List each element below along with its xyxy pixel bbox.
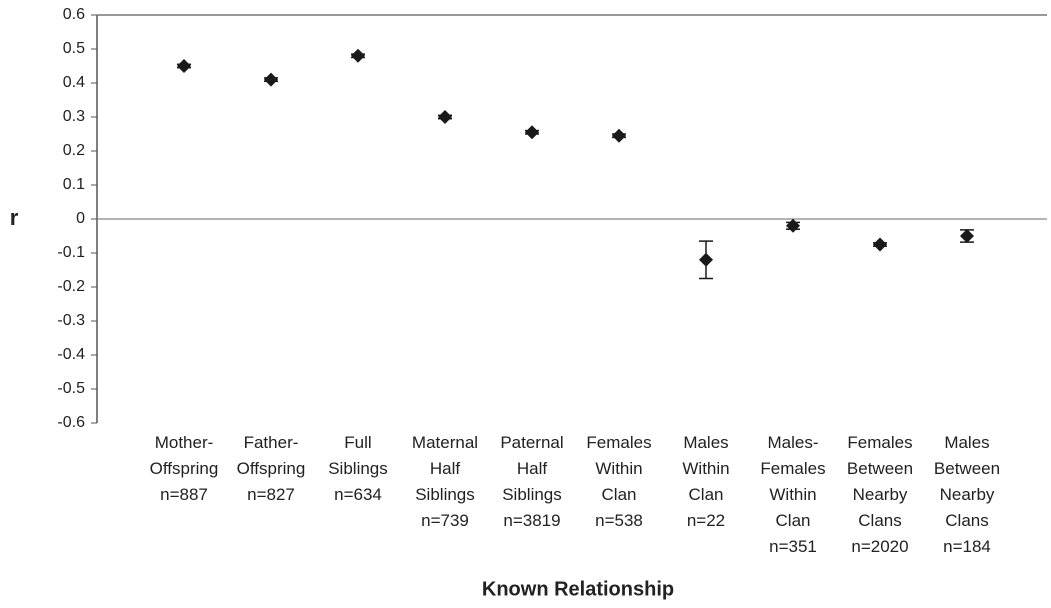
x-tick-label: Males Between Nearby Clans n=184 [933, 433, 1001, 556]
error-point [786, 218, 800, 233]
y-tick-label: 0 [76, 210, 85, 227]
y-tick-label: -0.5 [57, 380, 85, 397]
point [699, 252, 713, 267]
point [960, 229, 974, 243]
error-point [612, 128, 626, 143]
x-tick-label: Males Within Clan n=22 [682, 433, 730, 530]
y-tick-label: 0.2 [63, 142, 85, 159]
x-axis-label: Known Relationship [482, 578, 674, 600]
y-tick-label: 0.1 [63, 176, 85, 193]
y-tick-label: 0.4 [63, 74, 85, 91]
point [177, 59, 191, 73]
y-tick-label: 0.3 [63, 108, 85, 125]
x-tick-label: Males- Females Within Clan n=351 [760, 433, 826, 556]
x-tick-label: Females Between Nearby Clans n=2020 [846, 433, 914, 556]
error-point [873, 237, 887, 252]
x-tick-label: Paternal Half Siblings n=3819 [500, 433, 564, 530]
y-tick-label: 0.5 [63, 40, 85, 57]
error-point [264, 72, 278, 87]
error-point [177, 59, 191, 73]
error-point [960, 229, 974, 243]
x-tick-label: Mother- Offspring n=887 [149, 433, 219, 504]
error-point [699, 240, 713, 280]
y-tick-label: 0.6 [63, 6, 85, 23]
y-tick-label: -0.6 [57, 414, 85, 431]
point [525, 125, 539, 140]
point [438, 110, 452, 124]
point [786, 218, 800, 233]
error-point [525, 125, 539, 140]
y-tick-label: -0.4 [57, 346, 85, 363]
x-tick-label: Full Siblings n=634 [328, 433, 388, 504]
error-point [438, 110, 452, 124]
y-axis-label: r [10, 205, 19, 230]
y-tick-label: -0.2 [57, 278, 85, 295]
y-tick-label: -0.3 [57, 312, 85, 329]
point [351, 48, 365, 63]
point [264, 72, 278, 87]
x-tick-label: Father- Offspring n=827 [236, 433, 306, 504]
error-point [351, 48, 365, 63]
point [612, 128, 626, 143]
y-tick-label: -0.1 [57, 244, 85, 261]
x-tick-label: Maternal Half Siblings n=739 [411, 433, 479, 530]
point [873, 237, 887, 252]
x-tick-label: Females Within Clan n=538 [586, 433, 652, 530]
